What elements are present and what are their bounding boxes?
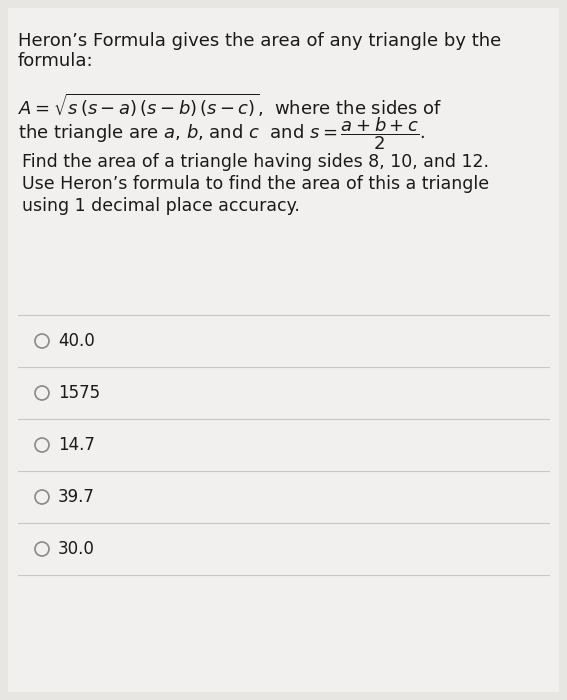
Text: 14.7: 14.7 [58, 436, 95, 454]
Text: Use Heron’s formula to find the area of this a triangle: Use Heron’s formula to find the area of … [22, 175, 489, 193]
Text: 40.0: 40.0 [58, 332, 95, 350]
Text: the triangle are $a$, $b$, and $c$  and $s = \dfrac{a+b+c}{2}$.: the triangle are $a$, $b$, and $c$ and $… [18, 115, 425, 152]
Text: 1575: 1575 [58, 384, 100, 402]
FancyBboxPatch shape [8, 8, 559, 692]
Text: $A = \sqrt{s\,(s-a)\,(s-b)\,(s-c)}$,  where the sides of: $A = \sqrt{s\,(s-a)\,(s-b)\,(s-c)}$, whe… [18, 92, 442, 119]
Text: Find the area of a triangle having sides 8, 10, and 12.: Find the area of a triangle having sides… [22, 153, 489, 171]
Text: formula:: formula: [18, 52, 94, 70]
Text: 30.0: 30.0 [58, 540, 95, 558]
Text: 39.7: 39.7 [58, 488, 95, 506]
Text: using 1 decimal place accuracy.: using 1 decimal place accuracy. [22, 197, 300, 215]
Text: Heron’s Formula gives the area of any triangle by the: Heron’s Formula gives the area of any tr… [18, 32, 501, 50]
